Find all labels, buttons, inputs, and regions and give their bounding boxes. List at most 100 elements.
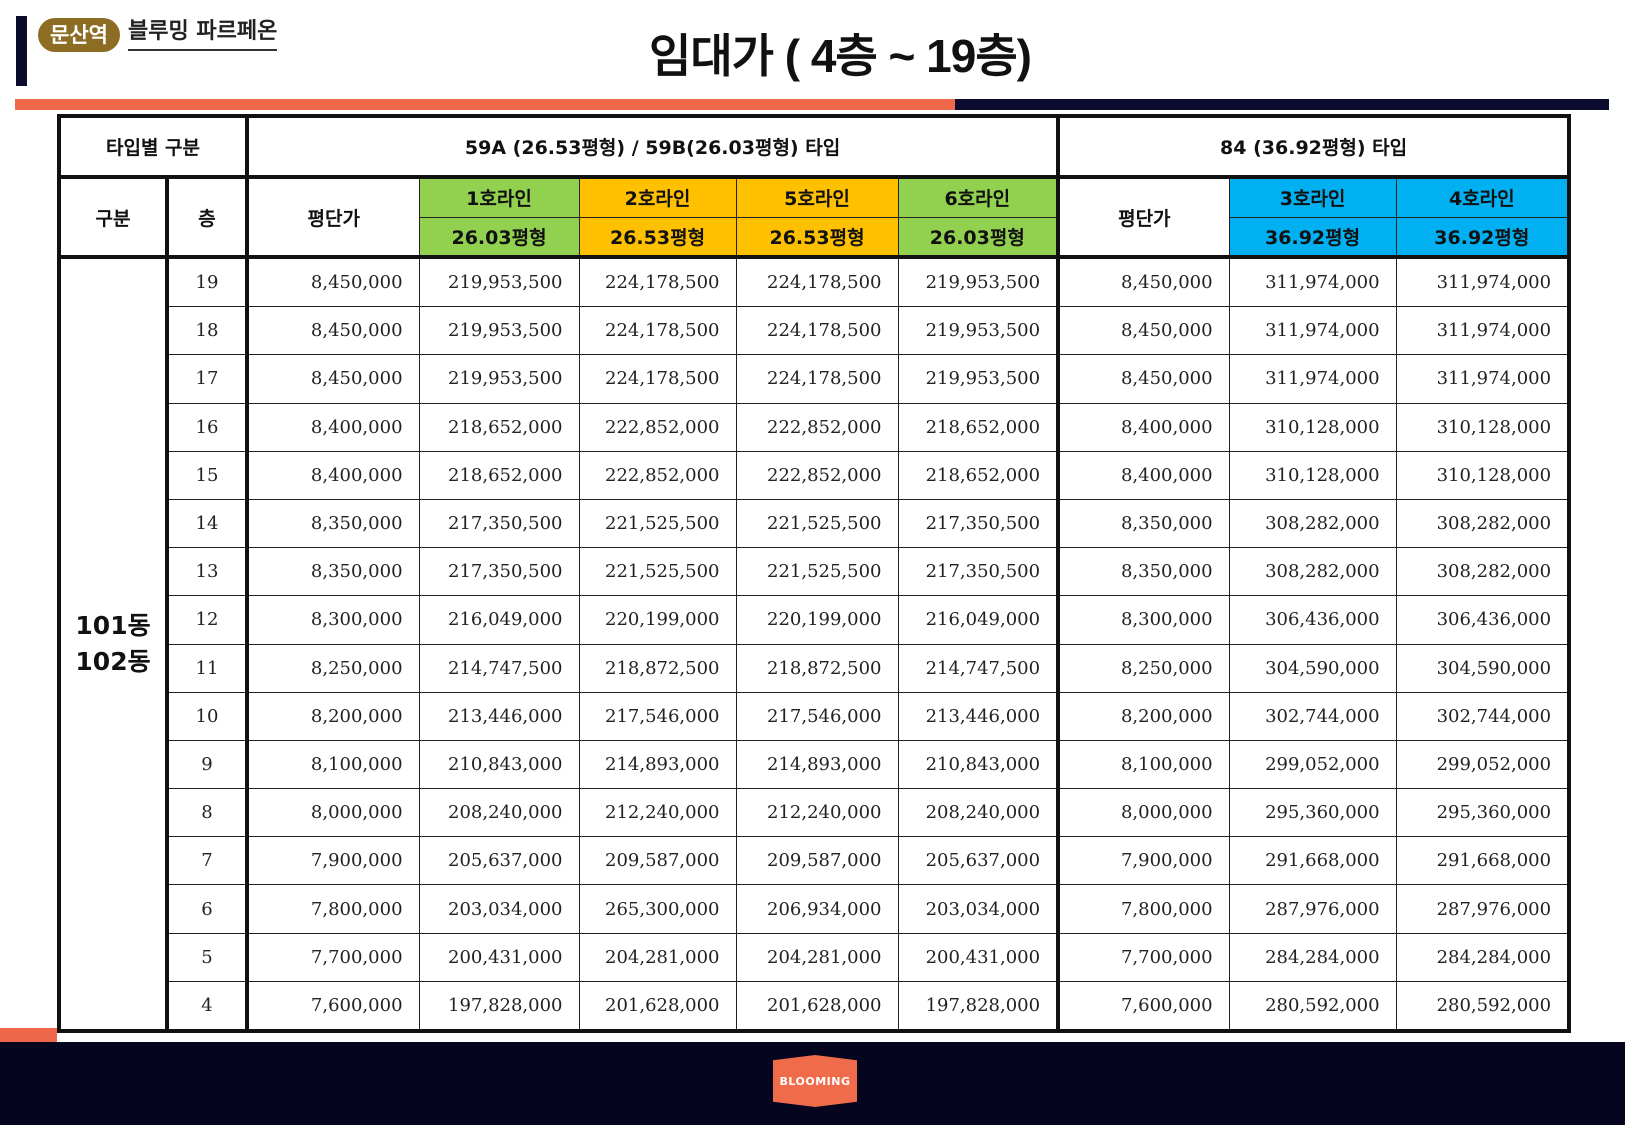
table-row: 5 7,700,000 200,431,000 204,281,000 204,281,… — [59, 932, 1572, 982]
line-4-price-cell: 308,282,000 — [1395, 498, 1572, 549]
unit-price-59-cell: 7,700,000 — [246, 932, 420, 982]
unit-price-84-cell: 7,600,000 — [1057, 980, 1230, 1033]
unit-price-84-cell: 8,400,000 — [1057, 402, 1230, 452]
line-3-price-cell: 280,592,000 — [1228, 980, 1397, 1033]
line-1-price-cell: 217,350,500 — [418, 547, 580, 597]
table-row: 9 8,100,000 210,843,000 214,893,000 214,893,… — [59, 739, 1572, 790]
line-2-price-cell: 224,178,500 — [578, 354, 737, 404]
unit-price-84-cell: 7,800,000 — [1057, 884, 1230, 934]
line-3-price-cell: 311,974,000 — [1228, 256, 1397, 308]
line-3-header: 3호라인 — [1228, 176, 1397, 218]
floor-cell: 17 — [166, 354, 250, 404]
line-5-price-cell: 217,546,000 — [735, 691, 899, 741]
line-3-price-cell: 284,284,000 — [1228, 932, 1397, 982]
line-2-price-cell: 221,525,500 — [578, 498, 737, 549]
line-6-price-cell: 219,953,500 — [897, 256, 1061, 308]
line-6-price-cell: 217,350,500 — [897, 547, 1061, 597]
line-6-price-cell: 213,446,000 — [897, 691, 1061, 741]
line-5-price-cell: 224,178,500 — [735, 306, 899, 356]
line-4-price-cell: 291,668,000 — [1395, 836, 1572, 886]
line-2-price-cell: 218,872,500 — [578, 643, 737, 693]
line-1-price-cell: 213,446,000 — [418, 691, 580, 741]
line-6-price-cell: 208,240,000 — [897, 788, 1061, 838]
table-row: 10 8,200,000 213,446,000 217,546,000 217,546… — [59, 691, 1572, 741]
floor-cell: 16 — [166, 402, 250, 452]
line-6-price-cell: 218,652,000 — [897, 402, 1061, 452]
line-1-price-cell: 219,953,500 — [418, 306, 580, 356]
line-4-size: 36.92평형 — [1395, 216, 1572, 259]
unit-price-59-cell: 8,450,000 — [246, 306, 420, 356]
line-3-size: 36.92평형 — [1228, 216, 1397, 259]
line-6-price-cell: 219,953,500 — [897, 354, 1061, 404]
line-6-price-cell: 197,828,000 — [897, 980, 1061, 1033]
line-2-price-cell: 201,628,000 — [578, 980, 737, 1033]
type-label-header: 타입별 구분 — [56, 114, 250, 179]
line-1-header: 1호라인 — [418, 176, 580, 218]
unit-price-84-cell: 8,400,000 — [1057, 450, 1230, 500]
line-2-price-cell: 222,852,000 — [578, 450, 737, 500]
line-4-price-cell: 299,052,000 — [1395, 739, 1572, 790]
line-1-price-cell: 218,652,000 — [418, 402, 580, 452]
line-1-price-cell: 217,350,500 — [418, 498, 580, 549]
table-row: 14 8,350,000 217,350,500 221,525,500 221,525… — [59, 498, 1572, 549]
floor-header: 층 — [166, 176, 250, 259]
unit-price-84-cell: 7,700,000 — [1057, 932, 1230, 982]
line-3-price-cell: 295,360,000 — [1228, 788, 1397, 838]
floor-cell: 8 — [166, 788, 250, 838]
line-3-price-cell: 308,282,000 — [1228, 498, 1397, 549]
floor-cell: 14 — [166, 498, 250, 549]
line-4-price-cell: 310,128,000 — [1395, 450, 1572, 500]
line-6-price-cell: 219,953,500 — [897, 306, 1061, 356]
line-5-price-cell: 209,587,000 — [735, 836, 899, 886]
line-5-price-cell: 204,281,000 — [735, 932, 899, 982]
line-3-price-cell: 287,976,000 — [1228, 884, 1397, 934]
line-2-price-cell: 221,525,500 — [578, 547, 737, 597]
line-3-price-cell: 299,052,000 — [1228, 739, 1397, 790]
unit-price-84-cell: 8,450,000 — [1057, 306, 1230, 356]
accent-stripe-coral — [15, 99, 955, 110]
line-6-price-cell: 216,049,000 — [897, 595, 1061, 645]
line-3-price-cell: 308,282,000 — [1228, 547, 1397, 597]
unit-price-84-cell: 8,300,000 — [1057, 595, 1230, 645]
line-5-price-cell: 222,852,000 — [735, 450, 899, 500]
unit-price-59-cell: 8,450,000 — [246, 256, 420, 308]
line-4-price-cell: 295,360,000 — [1395, 788, 1572, 838]
line-1-price-cell: 205,637,000 — [418, 836, 580, 886]
line-1-price-cell: 218,652,000 — [418, 450, 580, 500]
floor-cell: 5 — [166, 932, 250, 982]
table-row: 17 8,450,000 219,953,500 224,178,500 224,178… — [59, 354, 1572, 404]
unit-price-59-cell: 8,400,000 — [246, 450, 420, 500]
rent-price-table: 타입별 구분 59A (26.53평형) / 59B(26.03평형) 타입 8… — [56, 114, 1572, 1033]
brand-name: 블루밍 파르페온 — [127, 19, 278, 51]
table-row: 13 8,350,000 217,350,500 221,525,500 221,525… — [59, 547, 1572, 597]
line-6-price-cell: 200,431,000 — [897, 932, 1061, 982]
unit-price-59-cell: 8,350,000 — [246, 547, 420, 597]
unit-price-84-cell: 7,900,000 — [1057, 836, 1230, 886]
line-2-price-cell: 224,178,500 — [578, 306, 737, 356]
line-2-size: 26.53평형 — [578, 216, 737, 259]
floor-cell: 7 — [166, 836, 250, 886]
line-3-price-cell: 310,128,000 — [1228, 450, 1397, 500]
station-badge: 문산역 — [38, 18, 120, 52]
line-2-price-cell: 217,546,000 — [578, 691, 737, 741]
line-2-price-cell: 220,199,000 — [578, 595, 737, 645]
line-3-price-cell: 311,974,000 — [1228, 354, 1397, 404]
line-1-price-cell: 203,034,000 — [418, 884, 580, 934]
line-5-price-cell: 218,872,500 — [735, 643, 899, 693]
table-row: 12 8,300,000 216,049,000 220,199,000 220,199… — [59, 595, 1572, 645]
unit-price-59-cell: 8,000,000 — [246, 788, 420, 838]
unit-price-84-header: 평단가 — [1057, 176, 1230, 259]
line-3-price-cell: 302,744,000 — [1228, 691, 1397, 741]
unit-price-59-header: 평단가 — [246, 176, 420, 259]
line-6-price-cell: 203,034,000 — [897, 884, 1061, 934]
floor-cell: 18 — [166, 306, 250, 356]
unit-price-59-cell: 8,250,000 — [246, 643, 420, 693]
line-1-price-cell: 214,747,500 — [418, 643, 580, 693]
line-6-size: 26.03평형 — [897, 216, 1061, 259]
line-5-price-cell: 224,178,500 — [735, 256, 899, 308]
line-5-price-cell: 212,240,000 — [735, 788, 899, 838]
line-4-price-cell: 311,974,000 — [1395, 256, 1572, 308]
type-84-header: 84 (36.92평형) 타입 — [1057, 114, 1572, 179]
line-1-price-cell: 219,953,500 — [418, 354, 580, 404]
line-4-price-cell: 306,436,000 — [1395, 595, 1572, 645]
